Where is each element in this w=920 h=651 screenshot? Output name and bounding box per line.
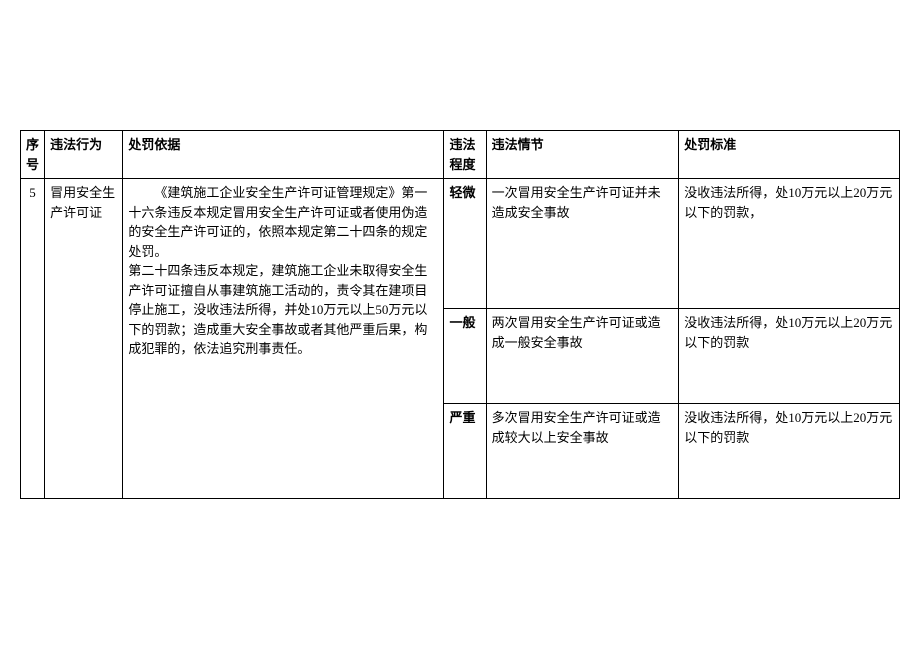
cell-detail-3: 多次冒用安全生产许可证或造成较大以上安全事故 xyxy=(486,404,679,499)
header-seq: 序号 xyxy=(21,131,45,179)
header-basis: 处罚依据 xyxy=(123,131,444,179)
cell-seq: 5 xyxy=(21,179,45,499)
cell-standard-1: 没收违法所得，处10万元以上20万元以下的罚款， xyxy=(679,179,900,309)
table-row: 5 冒用安全生产许可证 《建筑施工企业安全生产许可证管理规定》第一十六条违反本规… xyxy=(21,179,900,309)
penalty-table: 序号 违法行为 处罚依据 违法程度 违法情节 处罚标准 5 冒用安全生产许可证 … xyxy=(20,130,900,499)
cell-standard-2: 没收违法所得，处10万元以上20万元以下的罚款 xyxy=(679,309,900,404)
cell-standard-3: 没收违法所得，处10万元以上20万元以下的罚款 xyxy=(679,404,900,499)
cell-detail-1: 一次冒用安全生产许可证并未造成安全事故 xyxy=(486,179,679,309)
basis-para-1: 《建筑施工企业安全生产许可证管理规定》第一十六条违反本规定冒用安全生产许可证或者… xyxy=(128,183,438,261)
header-behavior: 违法行为 xyxy=(45,131,123,179)
cell-severity-2: 一般 xyxy=(444,309,486,404)
cell-behavior: 冒用安全生产许可证 xyxy=(45,179,123,499)
cell-severity-1: 轻微 xyxy=(444,179,486,309)
table-body: 5 冒用安全生产许可证 《建筑施工企业安全生产许可证管理规定》第一十六条违反本规… xyxy=(21,179,900,499)
cell-basis: 《建筑施工企业安全生产许可证管理规定》第一十六条违反本规定冒用安全生产许可证或者… xyxy=(123,179,444,499)
header-severity: 违法程度 xyxy=(444,131,486,179)
header-standard: 处罚标准 xyxy=(679,131,900,179)
header-detail: 违法情节 xyxy=(486,131,679,179)
table-header: 序号 违法行为 处罚依据 违法程度 违法情节 处罚标准 xyxy=(21,131,900,179)
cell-severity-3: 严重 xyxy=(444,404,486,499)
basis-para-2: 第二十四条违反本规定，建筑施工企业未取得安全生产许可证擅自从事建筑施工活动的，责… xyxy=(128,261,438,359)
cell-detail-2: 两次冒用安全生产许可证或造成一般安全事故 xyxy=(486,309,679,404)
